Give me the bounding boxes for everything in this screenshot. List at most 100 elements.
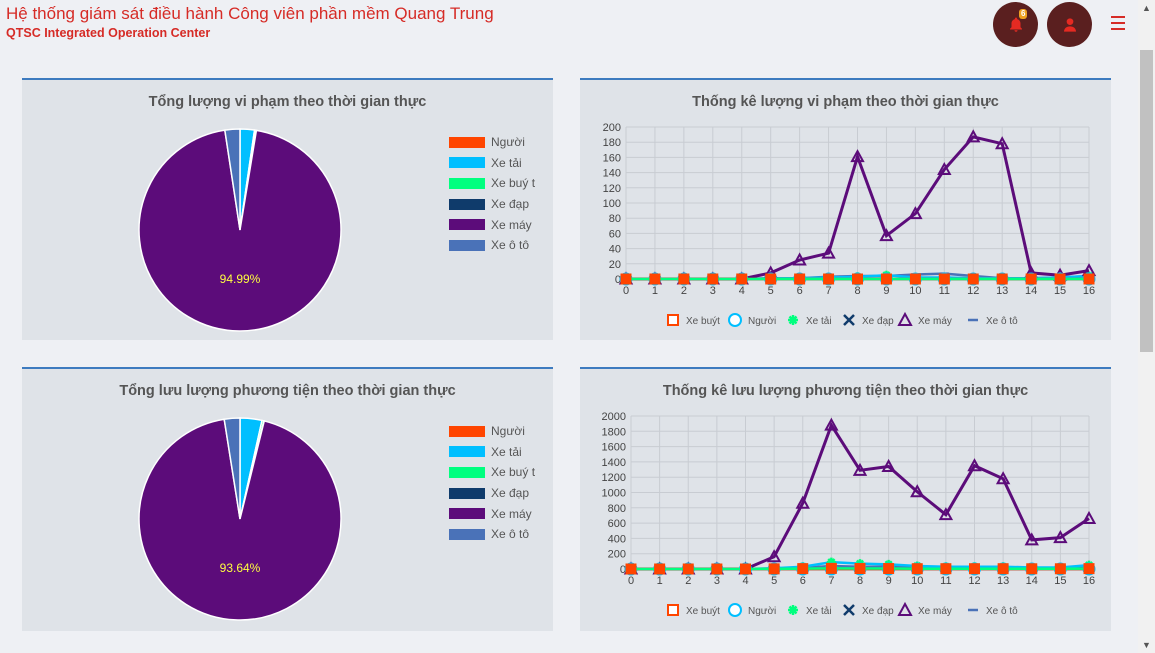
menu-icon[interactable] <box>1111 16 1125 30</box>
data-point[interactable] <box>1053 530 1068 544</box>
data-point[interactable] <box>1054 563 1066 575</box>
data-point[interactable] <box>824 417 839 431</box>
data-point[interactable] <box>654 563 666 575</box>
data-point[interactable] <box>682 563 694 575</box>
pie-slice-xe-may[interactable] <box>138 418 342 621</box>
legend-item-xe-o-to[interactable]: Xe ô tô <box>449 235 535 256</box>
data-point[interactable] <box>797 563 809 575</box>
data-point[interactable] <box>792 252 807 266</box>
legend-item-xe-o-to[interactable]: Xe ô tô <box>968 606 1018 617</box>
data-point[interactable] <box>1025 273 1037 285</box>
data-point[interactable] <box>794 273 806 285</box>
data-point[interactable] <box>909 273 921 285</box>
legend-swatch <box>449 198 485 210</box>
data-point[interactable] <box>678 273 690 285</box>
legend-item-xe-tai[interactable]: Xe tải <box>449 153 535 174</box>
data-point[interactable] <box>995 471 1011 485</box>
scroll-down-icon[interactable]: ▼ <box>1142 640 1151 650</box>
x-tick-label: 0 <box>628 575 634 587</box>
data-point[interactable] <box>1081 510 1097 525</box>
legend-item-xe-may[interactable]: Xe máy <box>449 503 535 524</box>
data-point[interactable] <box>766 549 782 563</box>
series-xe-buyt[interactable] <box>620 273 1095 285</box>
legend-item-xe-tai[interactable]: Xe tải <box>788 605 832 617</box>
legend-item-xe-o-to[interactable]: Xe ô tô <box>968 316 1018 327</box>
pie-slice-xe-o-to[interactable] <box>223 417 241 520</box>
data-point[interactable] <box>1026 563 1038 575</box>
data-point[interactable] <box>736 273 748 285</box>
data-point[interactable] <box>879 228 894 242</box>
legend-item-xe-dap[interactable]: Xe đạp <box>449 194 535 215</box>
data-point[interactable] <box>825 562 837 574</box>
data-point[interactable] <box>938 273 950 285</box>
data-point[interactable] <box>883 563 895 575</box>
data-point[interactable] <box>854 563 866 575</box>
data-point[interactable] <box>711 563 723 575</box>
data-point[interactable] <box>967 458 982 472</box>
user-button[interactable] <box>1047 2 1092 47</box>
legend-item-xe-dap[interactable]: Xe đạp <box>843 604 894 617</box>
legend-item-xe-may[interactable]: Xe máy <box>449 214 535 235</box>
legend-item-xe-buyt[interactable]: Xe buýt <box>667 314 720 327</box>
data-point[interactable] <box>620 273 632 285</box>
scroll-thumb[interactable] <box>1140 50 1153 352</box>
legend-item-nguoi[interactable]: Người <box>449 132 535 153</box>
legend-item-xe-dap[interactable]: Xe đạp <box>449 483 535 504</box>
data-point[interactable] <box>996 273 1008 285</box>
legend-item-xe-buy-t[interactable]: Xe buý t <box>449 462 535 483</box>
legend-swatch <box>449 239 485 251</box>
scroll-up-icon[interactable]: ▲ <box>1142 3 1151 13</box>
legend-item-xe-may[interactable]: Xe máy <box>897 311 952 327</box>
notification-badge: 6 <box>1019 9 1028 19</box>
violation-line-title: Thống kê lượng vi phạm theo thời gian th… <box>692 94 999 110</box>
data-point[interactable] <box>649 273 661 285</box>
legend-item-nguoi[interactable]: Người <box>728 313 776 327</box>
legend-item-nguoi[interactable]: Người <box>728 603 776 617</box>
data-point[interactable] <box>908 206 923 220</box>
data-point[interactable] <box>997 563 1009 575</box>
data-point[interactable] <box>1054 273 1066 285</box>
data-point[interactable] <box>880 273 892 285</box>
data-point[interactable] <box>852 273 863 285</box>
legend-item-xe-may[interactable]: Xe máy <box>897 601 952 617</box>
data-point[interactable] <box>911 563 923 575</box>
data-point[interactable] <box>823 273 835 285</box>
series-xe-buyt[interactable] <box>625 562 1095 575</box>
data-point[interactable] <box>740 563 751 575</box>
legend-item-xe-tai[interactable]: Xe tải <box>449 442 535 463</box>
data-point[interactable] <box>1083 563 1095 575</box>
data-point[interactable] <box>707 273 719 285</box>
data-point[interactable] <box>966 129 981 143</box>
legend-item-xe-tai[interactable]: Xe tải <box>788 315 832 327</box>
data-point[interactable] <box>852 462 868 476</box>
data-point[interactable] <box>967 273 979 285</box>
data-point[interactable] <box>1024 532 1039 546</box>
data-point[interactable] <box>795 495 810 509</box>
data-point[interactable] <box>821 245 836 259</box>
data-point[interactable] <box>850 149 865 163</box>
pie-slice-xe-o-to[interactable] <box>223 128 241 231</box>
legend-item-xe-dap[interactable]: Xe đạp <box>843 314 894 327</box>
data-point[interactable] <box>765 273 777 285</box>
data-point[interactable] <box>969 563 980 575</box>
data-point[interactable] <box>625 563 637 575</box>
legend-marker <box>728 603 742 617</box>
data-point[interactable] <box>938 507 954 521</box>
notifications-button[interactable]: 6 <box>993 2 1038 47</box>
data-point[interactable] <box>826 557 836 567</box>
data-point[interactable] <box>881 458 896 472</box>
scrollbar[interactable]: ▲ ▼ <box>1138 0 1155 653</box>
data-point[interactable] <box>940 563 952 575</box>
data-point[interactable] <box>994 136 1010 150</box>
data-point[interactable] <box>910 484 925 498</box>
data-point[interactable] <box>768 563 780 575</box>
legend-item-nguoi[interactable]: Người <box>449 421 535 442</box>
pie-slice-xe-may[interactable] <box>138 129 342 332</box>
legend-item-xe-o-to[interactable]: Xe ô tô <box>449 524 535 545</box>
legend-item-xe-buy-t[interactable]: Xe buý t <box>449 173 535 194</box>
legend-item-xe-buyt[interactable]: Xe buýt <box>667 604 720 617</box>
data-point[interactable] <box>1083 273 1095 285</box>
violation-pie-title: Tổng lượng vi phạm theo thời gian thực <box>148 94 427 110</box>
data-point[interactable] <box>937 161 952 176</box>
legend-marker <box>788 605 798 615</box>
